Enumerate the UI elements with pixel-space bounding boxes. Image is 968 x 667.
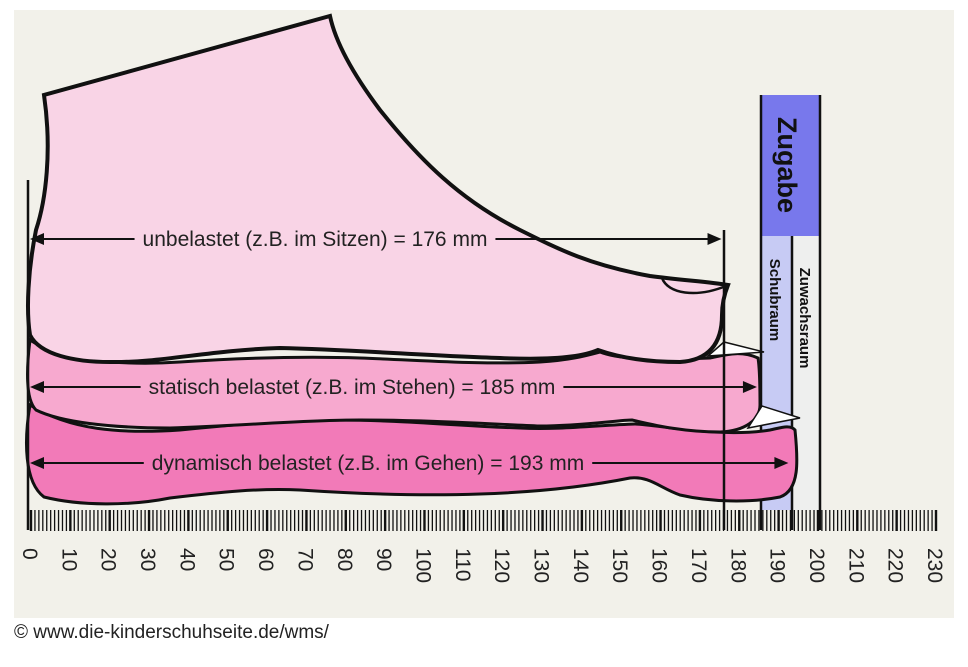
zuwachsraum-label: Zuwachsraum xyxy=(796,268,813,369)
credit-text: © www.die-kinderschuhseite.de/wms/ xyxy=(14,622,329,643)
zugabe-label: Zugabe xyxy=(772,117,802,213)
ruler-labels: 0 10 20 30 40 50 60 70 80 90 100 110 120 130 140 150 160… xyxy=(18,548,946,583)
ruler-label: 220 xyxy=(884,548,907,583)
schubraum-label: Schubraum xyxy=(766,259,783,342)
ruler-label: 0 xyxy=(18,548,41,560)
toe-nail xyxy=(660,277,727,295)
ruler-label: 70 xyxy=(293,548,316,571)
ruler-label: 170 xyxy=(687,548,710,583)
ruler-label: 100 xyxy=(411,548,434,583)
mm-ruler: 0 10 20 30 40 50 60 70 80 90 100 110 120 130 140 150 160… xyxy=(18,510,946,583)
measure-static-label: statisch belastet (z.B. im Stehen) = 185… xyxy=(149,376,556,399)
arrowhead-static-left xyxy=(30,381,44,393)
measure-arrows: unbelastet (z.B. im Sitzen) = 176 mm sta… xyxy=(30,228,789,475)
ruler-label: 160 xyxy=(648,548,671,583)
arrowhead-static-right xyxy=(742,381,757,393)
ruler-label: 120 xyxy=(490,548,513,583)
measure-unloaded-label: unbelastet (z.B. im Sitzen) = 176 mm xyxy=(143,228,488,251)
ruler-label: 230 xyxy=(923,548,946,583)
foot-static-sole xyxy=(26,337,762,434)
arrowhead-unloaded-right xyxy=(707,233,722,245)
ruler-label: 60 xyxy=(254,548,277,571)
ruler-label: 190 xyxy=(766,548,789,583)
arrowhead-dynamic-left xyxy=(30,457,44,469)
ruler-label: 130 xyxy=(530,548,553,583)
ruler-label: 180 xyxy=(726,548,749,583)
toe-wedge-static xyxy=(705,341,765,357)
ruler-label: 10 xyxy=(57,548,80,571)
zugabe-box xyxy=(761,95,820,236)
ruler-label: 80 xyxy=(333,548,356,571)
ruler-label: 40 xyxy=(175,548,198,571)
measure-unloaded: unbelastet (z.B. im Sitzen) = 176 mm xyxy=(30,228,722,251)
ruler-label: 150 xyxy=(608,548,631,583)
ruler-ticks xyxy=(29,510,938,531)
arrowhead-dynamic-right xyxy=(774,457,789,469)
ruler-label: 210 xyxy=(844,548,867,583)
ruler-label: 20 xyxy=(97,548,120,571)
measure-static: statisch belastet (z.B. im Stehen) = 185… xyxy=(30,376,757,399)
ruler-label: 200 xyxy=(805,548,828,583)
foot-unloaded-outline xyxy=(26,13,731,365)
ruler-label: 50 xyxy=(215,548,238,571)
ruler-label: 30 xyxy=(136,548,159,571)
ruler-label: 90 xyxy=(372,548,395,571)
arrowhead-unloaded-left xyxy=(30,233,44,245)
ruler-label: 110 xyxy=(451,548,474,581)
toe-wedge-dynamic xyxy=(746,405,801,430)
measure-dynamic: dynamisch belastet (z.B. im Gehen) = 193… xyxy=(30,452,789,475)
ruler-label: 140 xyxy=(569,548,592,583)
measure-dynamic-label: dynamisch belastet (z.B. im Gehen) = 193… xyxy=(152,452,584,475)
